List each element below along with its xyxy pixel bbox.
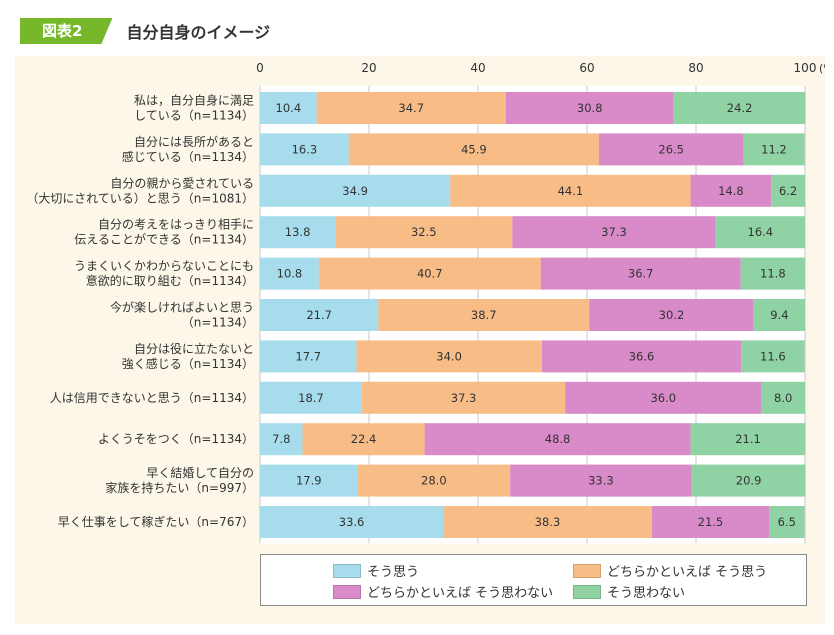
- data-label: 38.7: [471, 308, 497, 322]
- legend-swatch: [333, 585, 361, 599]
- figure-title: 自分自身のイメージ: [126, 19, 270, 43]
- data-label: 11.6: [760, 349, 786, 363]
- chart-panel: 0 20 40 60 80 100(%) 10.4 34.7 30.8 24.2 私は，自分自身に満…: [15, 56, 825, 624]
- category-label: （n=1134）: [182, 316, 254, 330]
- data-label: 16.3: [292, 142, 318, 156]
- category-label: 今が楽しければよいと思う: [110, 300, 254, 315]
- legend-label: そう思わない: [607, 582, 685, 601]
- x-tick-label: 40: [470, 61, 485, 75]
- legend-swatch: [573, 564, 601, 578]
- data-label: 30.2: [659, 308, 685, 322]
- data-label: 14.8: [718, 184, 744, 198]
- data-label: 36.0: [650, 391, 676, 405]
- x-tick-label: 0: [256, 61, 264, 75]
- data-label: 11.8: [760, 267, 786, 281]
- legend-label: どちらかといえば そう思う: [607, 561, 767, 580]
- data-label: 9.4: [770, 308, 788, 322]
- data-label: 36.6: [629, 349, 655, 363]
- legend-label: そう思う: [367, 561, 419, 580]
- data-label: 36.7: [628, 267, 654, 281]
- category-label: 自分には長所があると: [134, 134, 254, 149]
- data-label: 6.2: [779, 184, 797, 198]
- legend-label: どちらかといえば そう思わない: [367, 582, 553, 601]
- legend-item: どちらかといえば そう思う: [573, 561, 767, 580]
- data-label: 26.5: [658, 142, 684, 156]
- data-label: 32.5: [411, 225, 437, 239]
- data-label: 48.8: [545, 432, 571, 446]
- data-label: 33.6: [339, 515, 365, 529]
- category-label: 私は，自分自身に満足: [134, 93, 254, 108]
- data-label: 21.7: [306, 308, 332, 322]
- category-label: 感じている（n=1134）: [122, 149, 254, 164]
- data-label: 8.0: [774, 391, 792, 405]
- data-label: 17.7: [295, 349, 321, 363]
- category-label: よくうそをつく（n=1134）: [98, 432, 254, 446]
- category-label: 伝えることができる（n=1134）: [74, 232, 254, 247]
- data-label: 16.4: [748, 225, 774, 239]
- category-label: 意欲的に取り組む（n=1134）: [86, 273, 254, 288]
- category-label: 早く仕事をして稼ぎたい（n=767）: [58, 514, 254, 529]
- data-label: 45.9: [461, 142, 487, 156]
- data-label: 10.4: [276, 101, 302, 115]
- category-label: （大切にされている）と思う（n=1081）: [26, 191, 254, 205]
- data-label: 38.3: [535, 515, 561, 529]
- legend-swatch: [333, 564, 361, 578]
- data-label: 22.4: [351, 432, 377, 446]
- category-label: 強く感じる（n=1134）: [122, 356, 254, 371]
- data-label: 40.7: [417, 267, 443, 281]
- figure-badge: 図表2: [20, 18, 112, 44]
- x-tick-label: 80: [688, 61, 703, 75]
- x-tick-label: 100: [794, 61, 817, 75]
- data-label: 37.3: [601, 225, 627, 239]
- category-label: うまくいくかわからないことにも: [74, 259, 254, 273]
- data-label: 37.3: [451, 391, 477, 405]
- data-label: 10.8: [277, 267, 303, 281]
- data-label: 11.2: [761, 142, 787, 156]
- data-label: 17.9: [296, 474, 322, 488]
- data-label: 7.8: [272, 432, 290, 446]
- data-label: 34.0: [436, 349, 462, 363]
- x-tick-label: 20: [361, 61, 376, 75]
- legend-item: どちらかといえば そう思わない: [333, 582, 553, 601]
- category-label: 自分は役に立たないと: [134, 341, 254, 356]
- data-label: 34.9: [342, 184, 368, 198]
- category-label: している（n=1134）: [134, 109, 254, 123]
- legend-swatch: [573, 585, 601, 599]
- data-label: 34.7: [398, 101, 424, 115]
- category-label: 家族を持ちたい（n=997）: [105, 480, 254, 495]
- category-label: 自分の考えをはっきり相手に: [98, 218, 254, 232]
- stacked-bar-chart: 0 20 40 60 80 100(%) 10.4 34.7 30.8 24.2 私は，自分自身に満…: [15, 56, 825, 551]
- data-label: 6.5: [778, 515, 796, 529]
- data-label: 44.1: [558, 184, 584, 198]
- data-label: 24.2: [727, 101, 753, 115]
- legend-item: そう思わない: [573, 582, 685, 601]
- category-label: 人は信用できないと思う（n=1134）: [50, 391, 254, 405]
- legend-item: そう思う: [333, 561, 419, 580]
- category-label: 自分の親から愛されている: [110, 176, 254, 190]
- data-label: 30.8: [577, 101, 603, 115]
- data-label: 20.9: [736, 474, 762, 488]
- data-label: 13.8: [285, 225, 311, 239]
- data-label: 18.7: [298, 391, 324, 405]
- data-label: 21.1: [735, 432, 761, 446]
- chart-legend: そう思う どちらかといえば そう思うどちらかといえば そう思わない そう思わない: [260, 554, 807, 606]
- category-label: 早く結婚して自分の: [146, 466, 254, 480]
- figure-header: 図表2 自分自身のイメージ: [20, 18, 270, 44]
- data-label: 33.3: [588, 474, 614, 488]
- data-label: 21.5: [698, 515, 724, 529]
- x-unit-label: (%): [819, 62, 825, 75]
- x-tick-label: 60: [579, 61, 594, 75]
- data-label: 28.0: [421, 474, 447, 488]
